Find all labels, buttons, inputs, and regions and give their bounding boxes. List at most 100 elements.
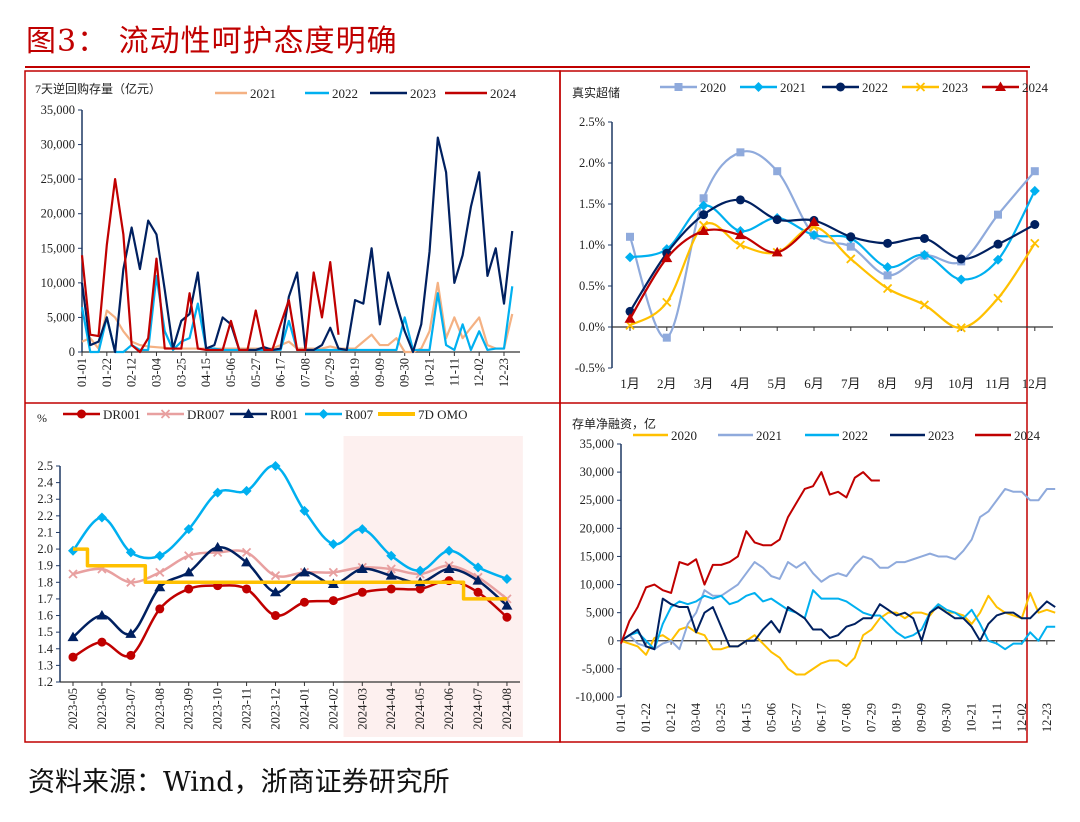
x-tick-label: 11-11 — [447, 358, 461, 386]
series-line — [629, 221, 815, 320]
x-tick-label: 6月 — [804, 376, 824, 391]
y-tick-label: 0.5% — [579, 279, 605, 293]
x-tick-label: 2024-05 — [413, 688, 427, 730]
x-tick-label: 12-23 — [497, 358, 511, 387]
y-tick-label: 2.2 — [37, 509, 53, 523]
x-tick-label: 09-09 — [373, 358, 387, 387]
frame — [24, 66, 1030, 743]
legend-item: 2020 — [660, 80, 726, 95]
marker-square — [699, 194, 708, 203]
marker-diamond — [318, 409, 329, 419]
series-2023 — [620, 597, 1056, 651]
y-tick-label: 10,000 — [41, 276, 75, 290]
x-tick-label: 09-30 — [940, 703, 954, 732]
y-tick-label: 5,000 — [586, 606, 614, 620]
marker-x — [155, 567, 165, 577]
y-tick-label: 25,000 — [580, 493, 614, 507]
y-tick-label: 1.2 — [37, 675, 53, 689]
x-tick-label: 2024-08 — [500, 688, 514, 730]
figure-title: 图3： 流动性呵护态度明确 — [26, 24, 398, 59]
x-tick-label: 03-25 — [714, 703, 728, 732]
y-tick-label: 2.0% — [579, 156, 605, 170]
series-line — [620, 471, 880, 644]
x-tick-label: 2024-07 — [471, 688, 485, 730]
marker-circle — [956, 254, 966, 264]
x-tick-label: 9月 — [915, 376, 935, 391]
marker-triangle — [96, 610, 108, 620]
x-tick-label: 10-21 — [423, 358, 437, 387]
x-tick-label: 07-29 — [865, 703, 879, 732]
y-tick-label: 1.5% — [579, 197, 605, 211]
legend-item: 2022 — [822, 80, 888, 95]
legend-label: R007 — [345, 407, 374, 422]
marker-diamond — [993, 254, 1003, 265]
x-tick-label: 02-12 — [664, 703, 678, 732]
marker-square — [626, 232, 634, 241]
legend-item: 2021 — [740, 80, 806, 95]
x-tick-label: 04-15 — [199, 358, 213, 387]
legend-label: 2024 — [1022, 80, 1049, 95]
legend-item: 2020 — [633, 428, 697, 443]
legend-item: 2023 — [370, 86, 436, 101]
legend-label: 2023 — [928, 428, 954, 443]
y-tick-label: 0 — [608, 634, 614, 648]
x-tick-label: 02-12 — [125, 358, 139, 387]
marker-triangle — [734, 229, 746, 240]
series-2020 — [620, 591, 1056, 676]
highlight-band — [343, 436, 523, 737]
chart-ncd-net-financing: 存单净融资，亿 -10,000 -5,000 0 5,000 10,000 15,000 20… — [572, 416, 1056, 732]
y-tick-label: 20,000 — [580, 521, 614, 535]
x-tick-label: 01-01 — [614, 703, 628, 732]
marker-x — [662, 297, 672, 308]
axis-title: 7天逆回购存量（亿元） — [35, 81, 161, 96]
x-tick-label: 1月 — [620, 376, 640, 391]
marker-triangle — [472, 575, 484, 585]
marker-triangle — [212, 541, 224, 552]
marker-circle — [473, 587, 483, 597]
legend-label: 7D OMO — [418, 407, 467, 422]
marker-diamond — [270, 461, 281, 471]
marker-circle — [699, 210, 709, 220]
legend-item: 2023 — [902, 80, 968, 95]
marker-circle — [126, 650, 136, 660]
x-tick-label: 11-11 — [990, 703, 1004, 731]
chart-reverse-repo-outstanding: 7天逆回购存量（亿元） 0 5,000 10,000 15,000 20,000 25,00… — [35, 81, 520, 387]
marker-triangle — [183, 566, 195, 577]
x-tick-label: 09-09 — [915, 703, 929, 732]
y-tick-label: 15,000 — [580, 549, 614, 563]
x-tick-label: 11月 — [985, 376, 1011, 391]
marker-square — [662, 333, 671, 342]
series-line — [629, 222, 1036, 329]
legend-label: 2022 — [842, 428, 868, 443]
marker-diamond — [444, 545, 455, 556]
series-2023 — [625, 220, 1040, 333]
marker-diamond — [473, 562, 484, 573]
marker-diamond — [501, 573, 512, 584]
y-tick-label: -10,000 — [575, 690, 614, 704]
x-tick-label: 12-23 — [1040, 703, 1054, 732]
x-tick-label: 2024-04 — [384, 687, 398, 729]
marker-diamond — [809, 230, 819, 241]
x-tick-label: 07-29 — [323, 358, 337, 387]
legend-item: DR007 — [147, 407, 225, 422]
marker-x — [882, 283, 893, 294]
y-tick-label: -0.5% — [575, 361, 605, 375]
legend-label: 2023 — [410, 86, 436, 101]
x-tick-label: 2024-06 — [442, 688, 456, 730]
legend-label: 2021 — [780, 80, 806, 95]
marker-x — [915, 82, 926, 92]
marker-x — [126, 577, 136, 587]
y-tick-label: 5,000 — [47, 310, 75, 324]
marker-circle — [993, 239, 1003, 249]
y-tick-label: 30,000 — [580, 465, 614, 479]
x-tick-label: 12-02 — [472, 358, 486, 387]
marker-triangle — [298, 566, 310, 577]
marker-triangle — [385, 570, 397, 580]
marker-x — [270, 571, 281, 581]
marker-diamond — [125, 547, 136, 558]
y-tick-label: 25,000 — [41, 172, 75, 186]
marker-diamond — [241, 485, 252, 496]
x-tick-label: 2024-02 — [326, 688, 340, 730]
series-line — [80, 136, 514, 354]
